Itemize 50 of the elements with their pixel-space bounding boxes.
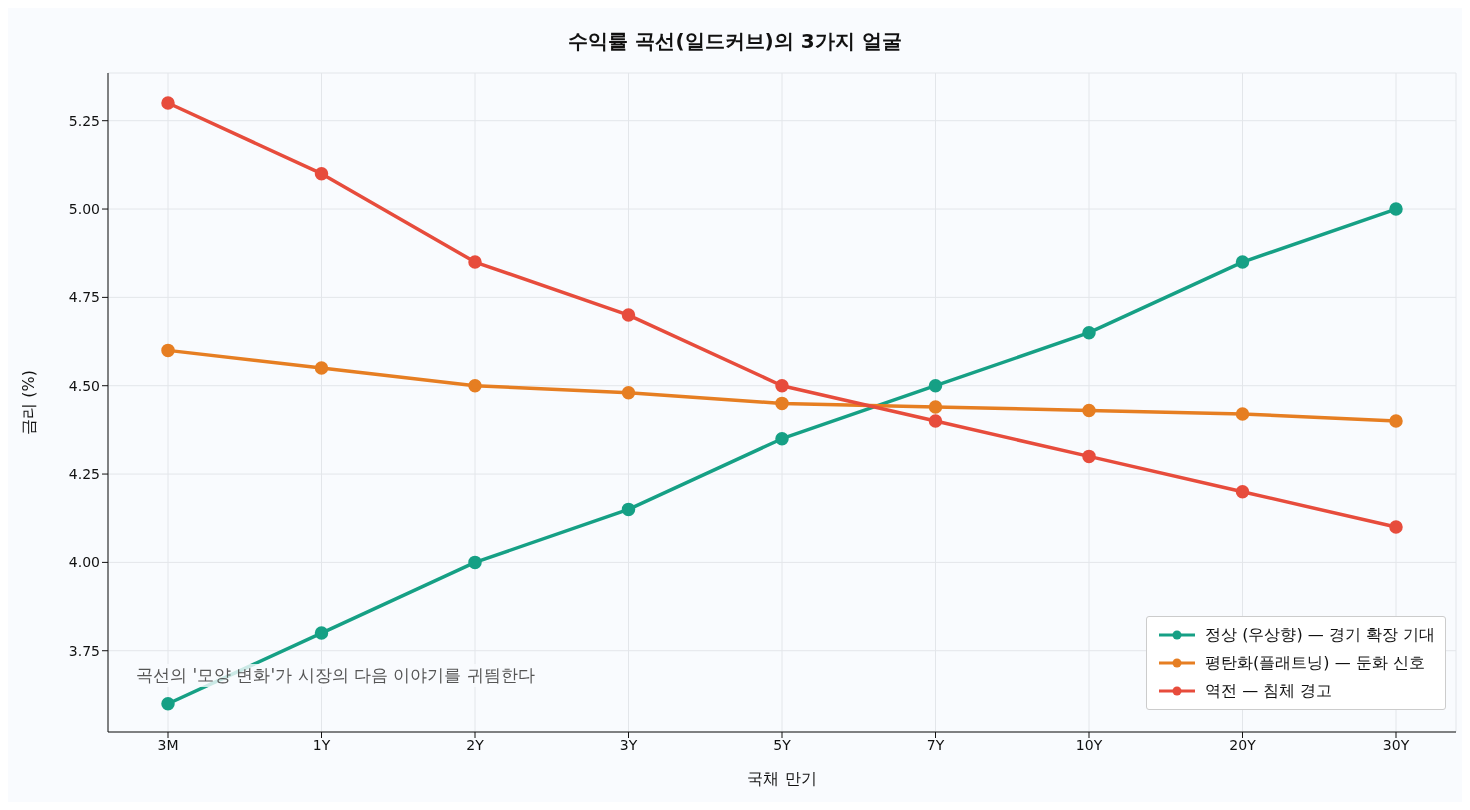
point (1389, 414, 1403, 428)
point (621, 502, 636, 517)
point (1235, 484, 1250, 499)
legend-label: 역전 — 침체 경고 (1205, 680, 1333, 702)
x-tick-label: 5Y (773, 736, 792, 753)
point (468, 255, 482, 269)
legend-label: 평탄화(플래트닝) — 둔화 신호 (1205, 652, 1425, 674)
point (161, 343, 175, 358)
x-tick-label: 3Y (619, 736, 638, 753)
point (1389, 520, 1403, 534)
x-tick-label: 7Y (926, 736, 945, 753)
point (775, 431, 789, 446)
point (1389, 202, 1403, 216)
point (1235, 407, 1250, 421)
x-tick-label: 30Y (1382, 736, 1410, 753)
annotation: 곡선의 '모양 변화'가 시장의 다음 이야기를 귀띔한다 (136, 664, 535, 687)
y-tick-label: 5.00 (68, 201, 100, 218)
point (161, 96, 175, 110)
x-tick-label: 10Y (1075, 736, 1103, 753)
point (775, 378, 789, 393)
point (928, 400, 943, 414)
point (928, 414, 943, 428)
point (1082, 325, 1096, 340)
y-axis-title: 금리 (%) (18, 370, 38, 435)
x-axis-title: 국채 만기 (747, 769, 817, 788)
point (621, 308, 636, 322)
y-tick-label: 5.25 (68, 112, 100, 129)
point (621, 386, 636, 400)
y-tick-label: 4.50 (68, 377, 100, 394)
point (1235, 255, 1250, 269)
point (314, 361, 329, 375)
point (775, 396, 789, 411)
point (1082, 403, 1096, 418)
point (468, 555, 482, 570)
point (314, 626, 329, 640)
point (161, 696, 175, 711)
y-tick-label: 4.00 (68, 554, 100, 571)
x-tick-label: 3M (157, 736, 179, 753)
x-tick-label: 20Y (1229, 736, 1257, 753)
y-tick-label: 3.75 (68, 642, 100, 659)
point (928, 378, 943, 393)
legend-label: 정상 (우상향) — 경기 확장 기대 (1205, 624, 1435, 646)
point (1082, 449, 1096, 464)
chart-title: 수익률 곡선(일드커브)의 3가지 얼굴 (567, 28, 903, 55)
y-tick-label: 4.25 (68, 466, 100, 483)
point (314, 166, 329, 181)
x-tick-label: 2Y (466, 736, 485, 753)
y-tick-label: 4.75 (68, 289, 100, 306)
x-tick-label: 1Y (312, 736, 331, 753)
point (468, 378, 482, 393)
